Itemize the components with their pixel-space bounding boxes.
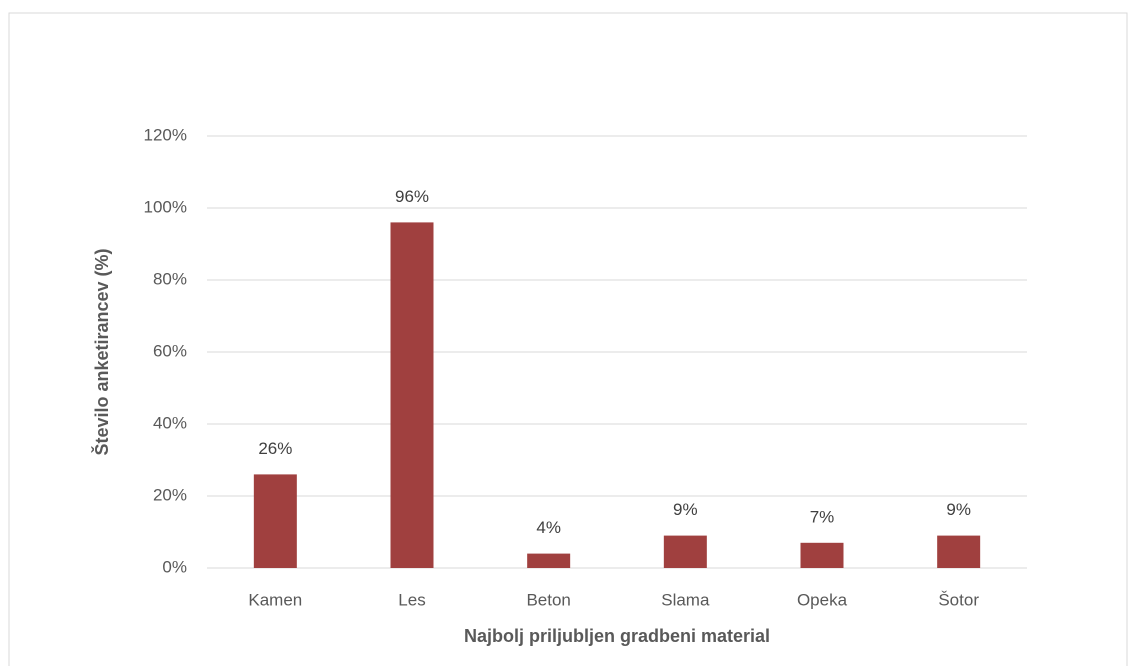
x-tick-label: Slama <box>661 590 710 609</box>
x-tick-label: Les <box>398 590 425 609</box>
data-label: 26% <box>258 439 292 458</box>
bar <box>253 474 297 568</box>
y-tick-label: 120% <box>144 125 187 144</box>
y-axis-title: Število anketirancev (%) <box>91 248 112 455</box>
x-axis-title: Najbolj priljubljen gradbeni material <box>464 626 770 646</box>
bar <box>663 535 707 568</box>
y-tick-label: 40% <box>153 413 187 432</box>
data-label: 9% <box>946 500 971 519</box>
y-tick-label: 20% <box>153 485 187 504</box>
data-label: 7% <box>810 507 835 526</box>
bar <box>937 535 981 568</box>
x-tick-label: Kamen <box>248 590 302 609</box>
y-tick-label: 60% <box>153 341 187 360</box>
y-tick-label: 0% <box>162 557 187 576</box>
bar <box>390 222 434 568</box>
data-label: 9% <box>673 500 698 519</box>
bar <box>527 553 571 568</box>
x-tick-label: Šotor <box>938 590 979 609</box>
y-tick-label: 80% <box>153 269 187 288</box>
bar <box>800 542 844 568</box>
x-tick-label: Opeka <box>797 590 848 609</box>
data-label: 96% <box>395 187 429 206</box>
data-label: 4% <box>536 518 561 537</box>
x-tick-label: Beton <box>526 590 570 609</box>
y-tick-label: 100% <box>144 197 187 216</box>
